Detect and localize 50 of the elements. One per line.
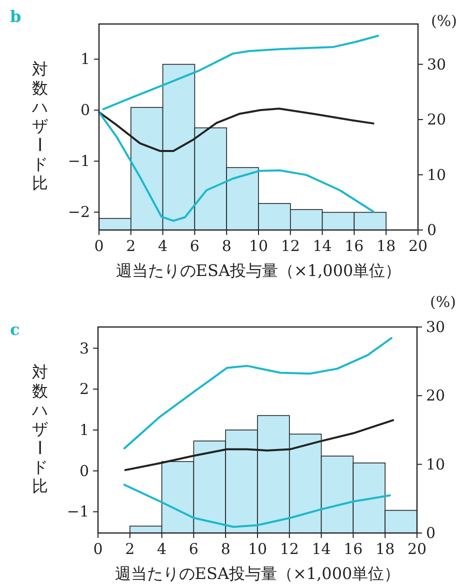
x-tick-label: 4 [157, 540, 167, 558]
y2-tick-label: 30 [427, 55, 446, 74]
y2-tick-label: 10 [427, 166, 446, 184]
y-tick-label: 1 [79, 421, 89, 439]
x-tick-label: 20 [407, 540, 427, 558]
x-tick-label: 0 [93, 540, 103, 558]
x-tick-label: 18 [376, 540, 395, 558]
y2-axis-title: (%) [431, 12, 457, 30]
x-axis-title: 週当たりのESA投与量（×1,000単位） [114, 564, 400, 583]
y2-axis-title: (%) [430, 293, 456, 311]
y2-tick-label: 30 [426, 318, 446, 336]
line-series [123, 337, 392, 450]
y-tick-label: 3 [79, 339, 89, 358]
x-tick-label: 16 [344, 237, 364, 255]
x-tick-label: 2 [126, 237, 136, 255]
x-tick-label: 10 [248, 540, 268, 558]
y-tick-label: −1 [68, 152, 90, 170]
y2-tick-label: 0 [427, 221, 437, 239]
y-axis-title: 対数ハザード比 [30, 362, 49, 496]
line-series [123, 484, 391, 528]
y2-tick-label: 20 [426, 386, 446, 405]
x-tick-label: 20 [408, 237, 428, 255]
x-tick-label: 4 [158, 237, 168, 255]
line-series [102, 34, 380, 110]
x-tick-label: 8 [222, 237, 232, 255]
x-tick-label: 2 [125, 540, 135, 558]
y2-tick-label: 10 [426, 455, 446, 474]
y2-tick-label: 20 [427, 110, 446, 129]
chart-title: b [10, 7, 22, 26]
x-tick-label: 0 [94, 237, 104, 255]
x-tick-label: 6 [190, 237, 200, 255]
x-tick-label: 14 [312, 540, 331, 558]
x-axis-title: 週当たりのESA投与量（×1,000単位） [116, 261, 402, 280]
x-tick-label: 12 [280, 237, 300, 255]
y-axis-title: 対数ハザード比 [30, 60, 49, 192]
y-tick-label: −2 [68, 203, 90, 222]
x-tick-label: 14 [312, 237, 332, 255]
y-tick-label: 0 [79, 462, 89, 480]
x-tick-label: 8 [220, 540, 230, 558]
y2-tick-label: 0 [426, 524, 436, 542]
x-tick-label: 16 [344, 540, 363, 558]
x-tick-label: 12 [280, 540, 299, 558]
y-tick-label: −1 [66, 502, 89, 521]
x-tick-label: 6 [188, 540, 198, 558]
y-tick-label: 2 [79, 380, 89, 398]
y-tick-label: 1 [80, 50, 90, 68]
chart-title: c [10, 320, 20, 339]
x-tick-label: 10 [248, 237, 268, 255]
y-tick-label: 0 [80, 101, 90, 120]
x-tick-label: 18 [376, 237, 396, 255]
